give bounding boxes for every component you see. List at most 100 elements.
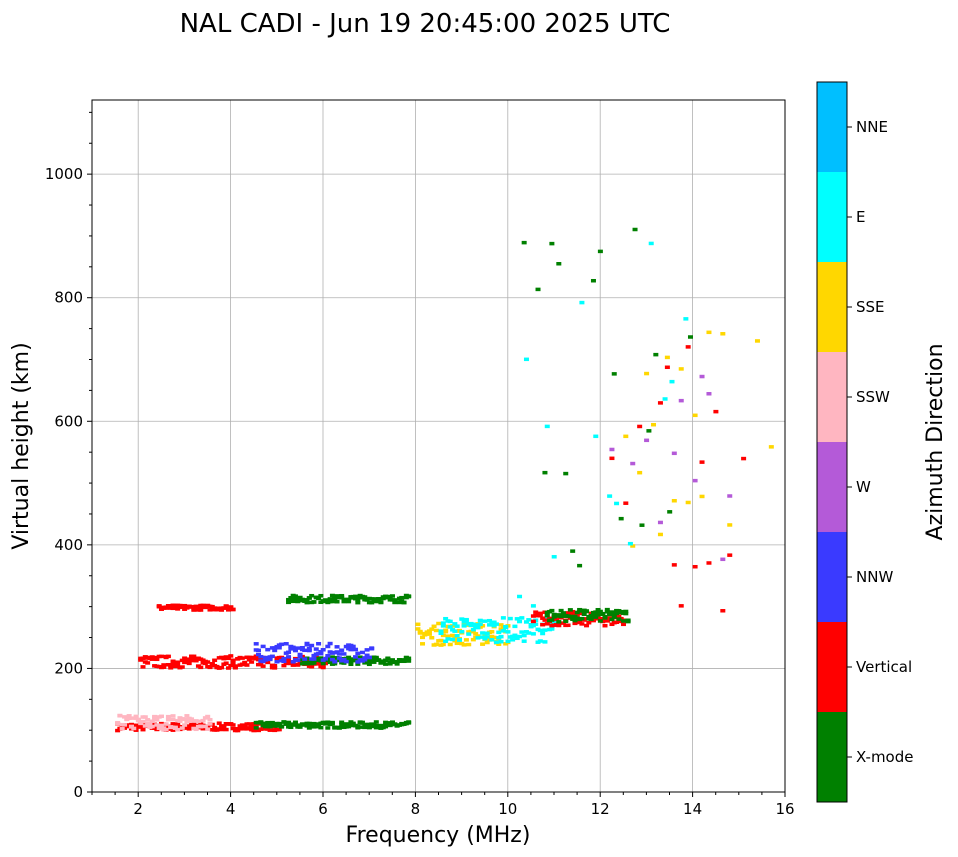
echo-point <box>604 618 610 623</box>
echo-point <box>593 434 599 439</box>
echo-point <box>741 456 747 461</box>
echo-point <box>420 642 426 646</box>
echo-point <box>336 656 342 660</box>
echo-point <box>290 645 296 650</box>
echo-point <box>542 618 548 622</box>
echo-point <box>443 629 449 634</box>
echo-point <box>487 618 493 623</box>
echo-point <box>147 722 153 726</box>
echo-point <box>292 648 298 653</box>
y-tick-label: 400 <box>54 536 83 554</box>
echo-point <box>678 398 684 403</box>
echo-point <box>348 662 354 667</box>
echo-point <box>309 664 315 669</box>
echo-point <box>198 608 204 612</box>
echo-point <box>286 657 292 661</box>
echo-point <box>480 642 486 646</box>
echo-point <box>459 617 465 621</box>
echo-point <box>353 647 359 652</box>
echo-point <box>286 655 292 659</box>
echo-point <box>207 665 213 669</box>
echo-point <box>523 357 529 362</box>
echo-point <box>754 339 760 343</box>
echo-point <box>249 725 255 729</box>
echo-point <box>623 434 629 439</box>
echo-point <box>565 623 571 628</box>
echo-point <box>320 665 326 670</box>
echo-point <box>142 715 148 719</box>
echo-point <box>406 656 412 661</box>
echo-point <box>600 612 606 617</box>
echo-point <box>332 596 338 600</box>
echo-point <box>329 720 335 725</box>
trace-f2-cusp-e <box>438 616 557 644</box>
echo-point <box>671 498 677 503</box>
echo-point <box>426 632 432 636</box>
echo-point <box>318 651 324 656</box>
echo-point <box>355 651 361 656</box>
echo-point <box>232 664 238 668</box>
echo-point <box>447 642 453 647</box>
echo-point <box>570 549 576 553</box>
echo-point <box>380 596 386 601</box>
echo-point <box>438 638 444 643</box>
y-tick-label: 200 <box>54 659 83 677</box>
echo-point <box>505 639 511 644</box>
echo-point <box>362 656 368 660</box>
echo-point <box>325 644 331 649</box>
echo-point <box>313 647 319 651</box>
echo-point <box>334 645 340 649</box>
echo-point <box>165 654 171 659</box>
echo-point <box>158 714 164 719</box>
echo-point <box>567 608 573 612</box>
echo-point <box>230 607 236 612</box>
echo-point <box>482 637 488 641</box>
echo-point <box>685 500 691 505</box>
echo-point <box>692 564 698 569</box>
echo-point <box>540 616 546 620</box>
echo-point <box>644 438 650 443</box>
echo-point <box>450 637 456 642</box>
echo-point <box>590 278 596 283</box>
echo-point <box>265 720 271 725</box>
colorbar-segment <box>817 532 847 622</box>
echo-point <box>549 627 555 631</box>
echo-point <box>563 619 569 624</box>
echo-point <box>637 470 643 475</box>
echo-point <box>297 725 303 729</box>
echo-point <box>556 623 562 628</box>
echo-point <box>133 728 139 732</box>
echo-point <box>350 721 356 726</box>
echo-point <box>290 663 296 667</box>
trace-f2-2nd-hop-x- <box>286 593 412 605</box>
echo-point <box>343 659 349 664</box>
echo-point <box>521 240 527 245</box>
echo-point <box>239 656 245 660</box>
echo-point <box>447 625 453 629</box>
echo-point <box>433 642 439 647</box>
echo-point <box>355 662 361 666</box>
echo-point <box>558 608 564 613</box>
echo-point <box>574 610 580 615</box>
echo-point <box>625 618 631 623</box>
echo-point <box>489 638 495 642</box>
echo-point <box>122 715 128 719</box>
echo-point <box>512 633 518 638</box>
echo-point <box>477 622 483 626</box>
y-tick-label: 0 <box>73 783 83 801</box>
echo-point <box>392 598 398 602</box>
echo-point <box>579 616 585 621</box>
echo-point <box>117 713 123 718</box>
echo-point <box>168 725 174 729</box>
echo-point <box>316 641 322 646</box>
colorbar-entry-label: NNW <box>856 568 893 586</box>
echo-point <box>256 652 262 657</box>
echo-point <box>614 611 620 616</box>
echo-point <box>475 636 481 640</box>
echo-point <box>519 630 525 634</box>
x-tick-label: 8 <box>411 800 421 818</box>
echo-point <box>581 612 587 616</box>
echo-point <box>193 658 199 663</box>
echo-point <box>353 655 359 659</box>
